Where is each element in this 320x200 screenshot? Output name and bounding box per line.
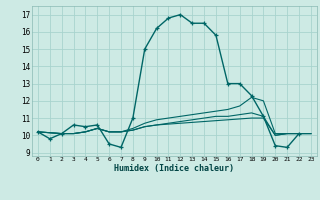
X-axis label: Humidex (Indice chaleur): Humidex (Indice chaleur) (115, 164, 234, 173)
